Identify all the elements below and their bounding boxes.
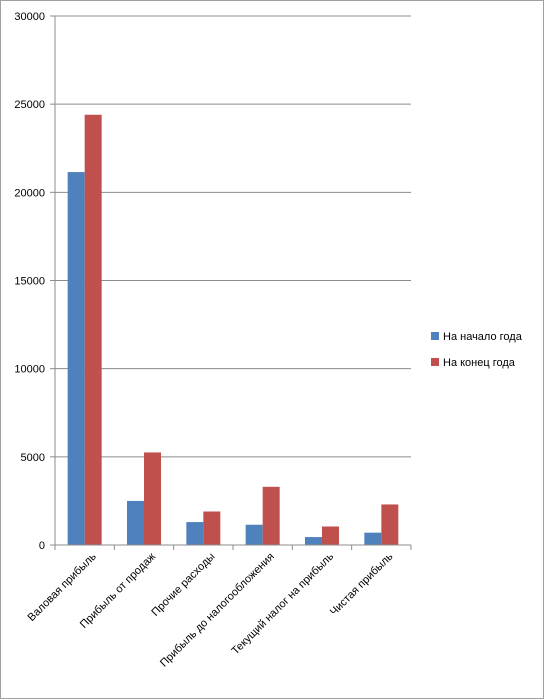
bar-start-0 bbox=[67, 172, 85, 545]
legend-swatch bbox=[431, 358, 439, 366]
bar-start-4 bbox=[305, 537, 322, 545]
bar-start-1 bbox=[127, 500, 144, 545]
y-tick-label: 5000 bbox=[21, 452, 45, 464]
bar-end-3 bbox=[262, 486, 280, 545]
legend-swatch bbox=[431, 332, 439, 340]
bar-end-4 bbox=[322, 526, 339, 545]
legend: На начало года На конец года bbox=[431, 331, 523, 369]
gridlines bbox=[55, 15, 411, 458]
x-tick-label: Прочие расходы bbox=[149, 551, 217, 619]
bar-start-2 bbox=[186, 522, 204, 545]
y-axis-tick-labels: 0 5000 10000 15000 20000 25000 30000 bbox=[14, 11, 45, 552]
bar-end-5 bbox=[381, 504, 399, 545]
y-tick-label: 25000 bbox=[14, 99, 45, 111]
y-tick-label: 0 bbox=[39, 540, 45, 552]
y-tick-label: 30000 bbox=[14, 11, 45, 23]
legend-label: На начало года bbox=[443, 331, 523, 343]
x-tick-label: Чистая прибыль bbox=[328, 550, 396, 618]
bars bbox=[67, 114, 399, 545]
bar-end-0 bbox=[84, 114, 102, 545]
x-tick-label: Прибыль до налогообложения bbox=[158, 551, 277, 670]
axes bbox=[50, 15, 412, 550]
bar-end-1 bbox=[144, 452, 161, 545]
bar-start-5 bbox=[364, 532, 382, 545]
x-tick-label: Текущий налог на прибыль bbox=[229, 550, 336, 657]
bar-end-2 bbox=[203, 511, 221, 545]
y-tick-label: 15000 bbox=[14, 276, 45, 288]
legend-label: На конец года bbox=[443, 357, 516, 369]
bar-start-3 bbox=[245, 524, 263, 545]
y-tick-label: 20000 bbox=[14, 187, 45, 199]
y-tick-label: 10000 bbox=[14, 364, 45, 376]
